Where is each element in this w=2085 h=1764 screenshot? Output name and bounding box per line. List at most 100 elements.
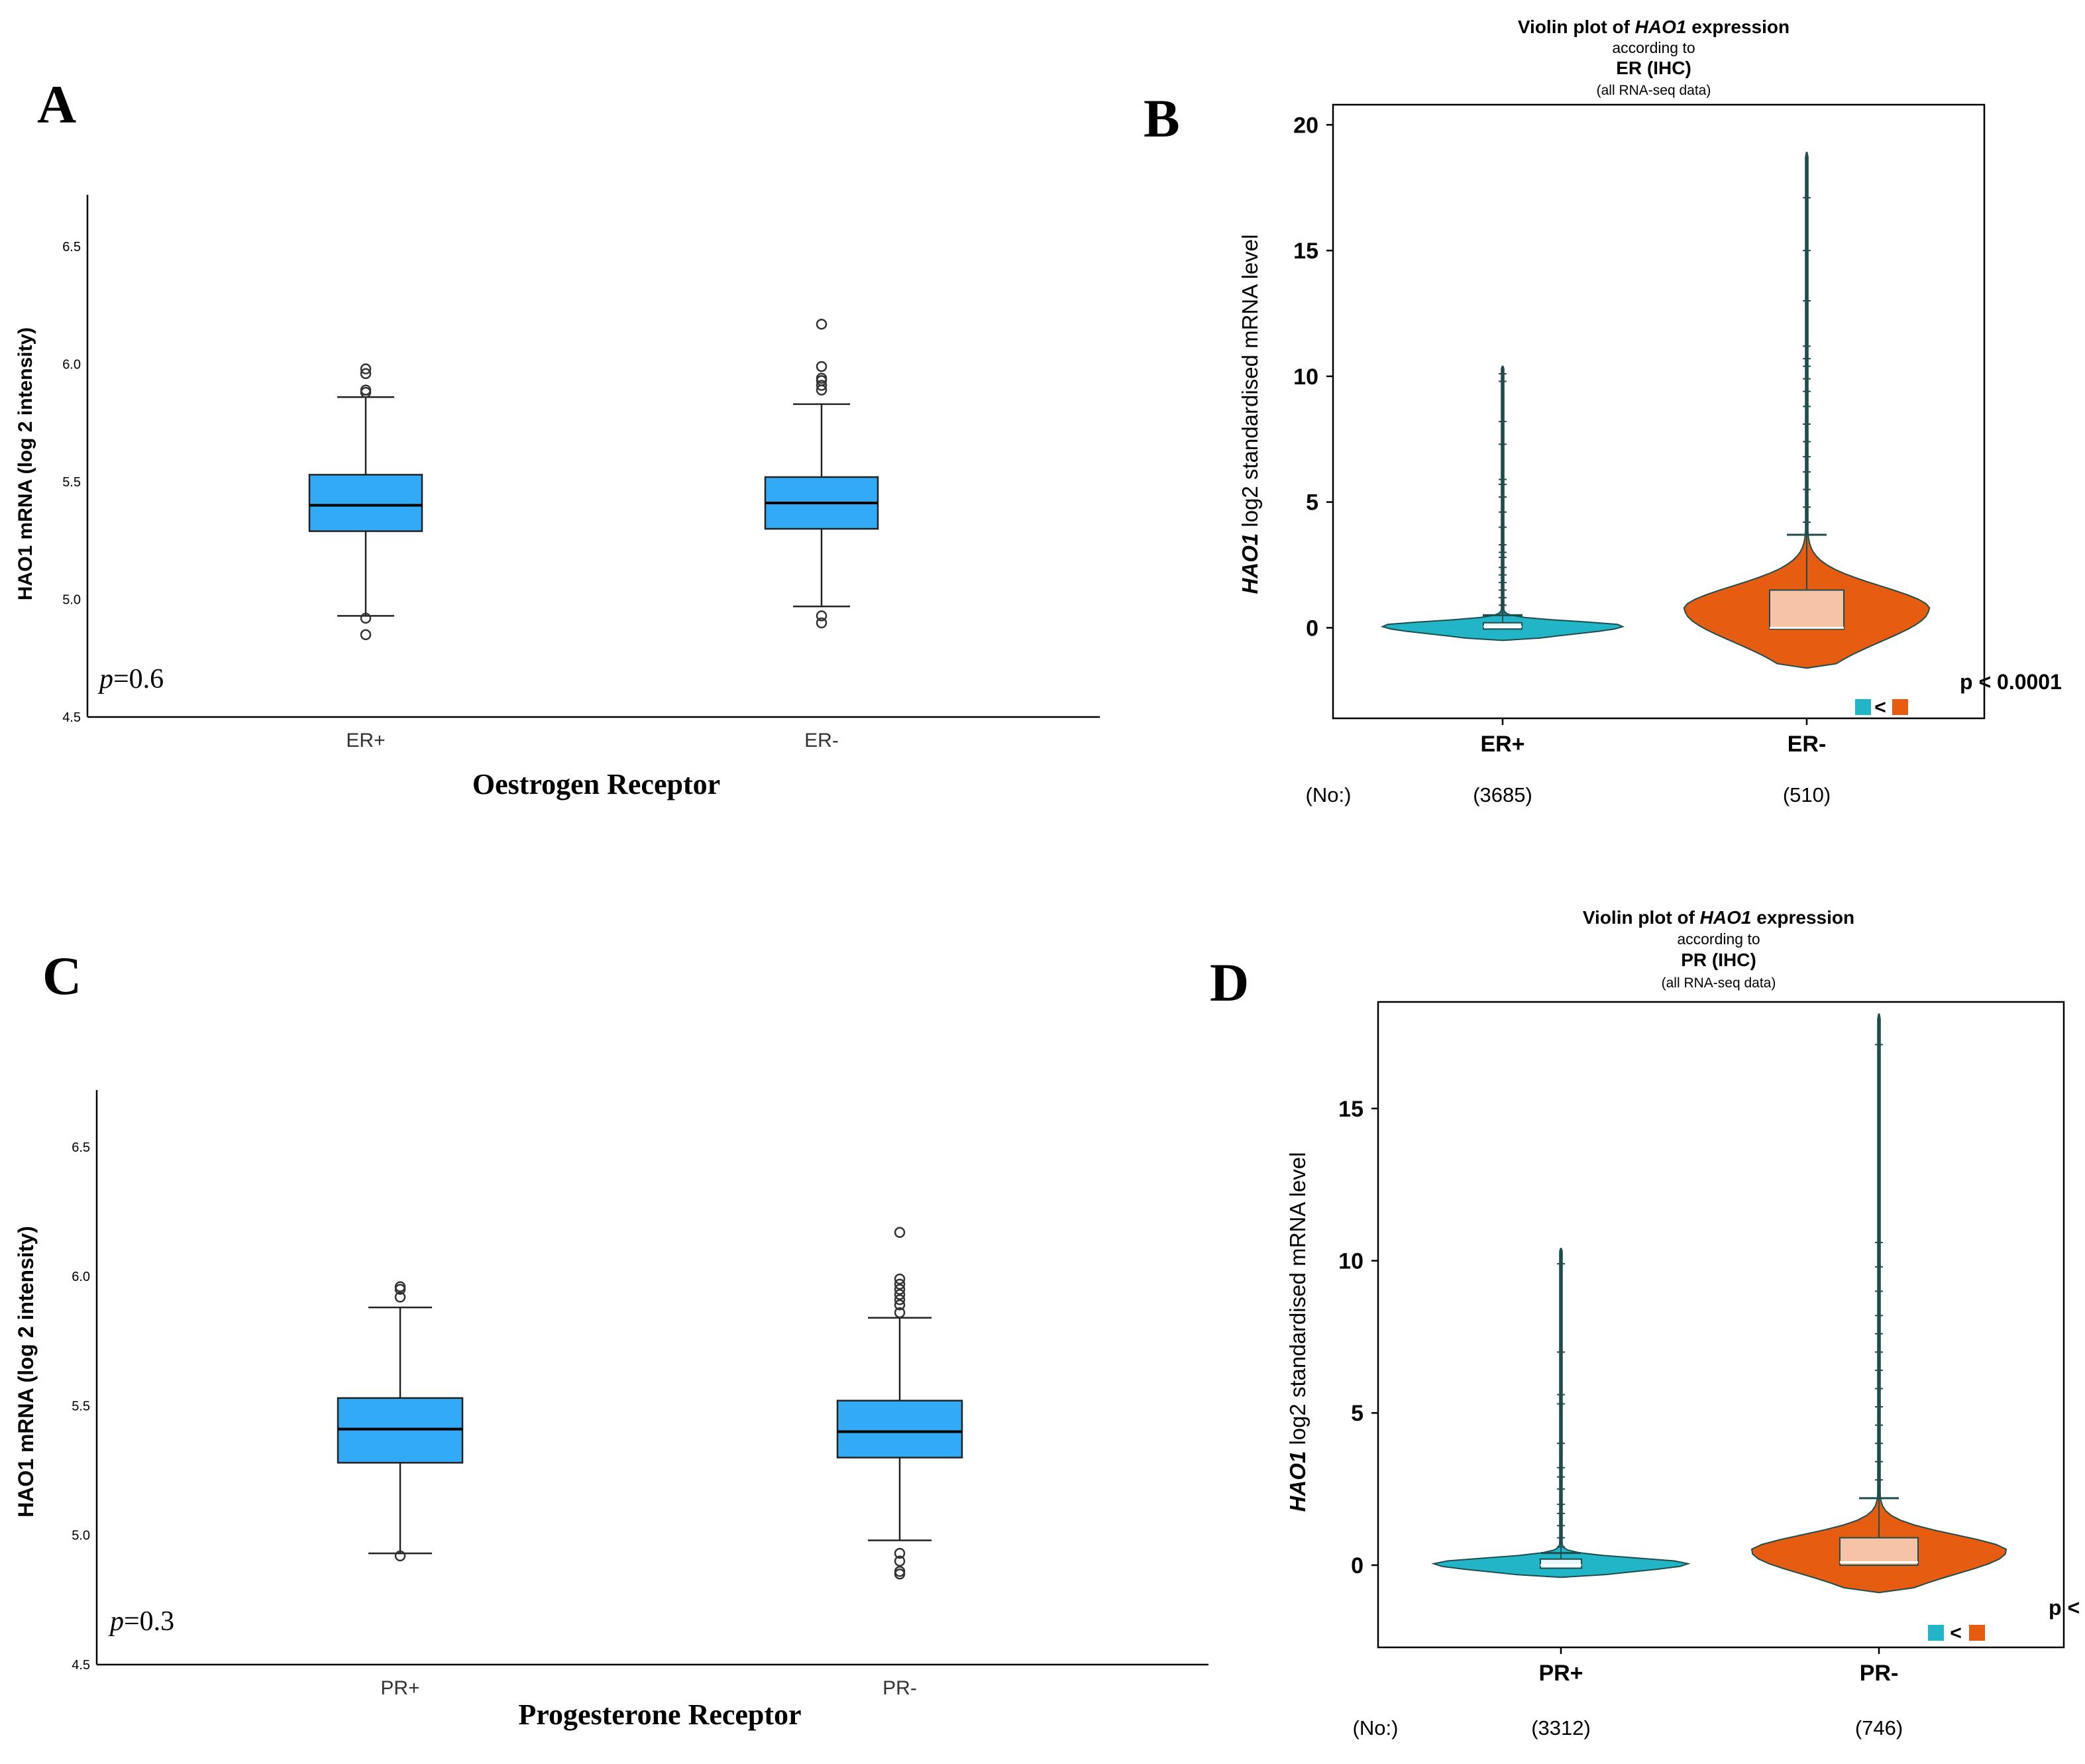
panel-d-count-label: (No:) [1353,1716,1399,1739]
panel-d-prneg-outlier-point [1875,1262,1883,1271]
panel-d-prpos-outlier-point [1557,1472,1565,1481]
panel-b-erneg-outlier-point [1803,297,1811,305]
panel-c-prpos-outlier [394,1292,406,1303]
panel-b-erpos-outlier-point [1499,475,1507,484]
panel-d-prpos-outlier-point [1557,1509,1565,1517]
panel-c-prneg-outlier [894,1299,906,1311]
panel-d-prpos-outlier-point [1557,1543,1565,1551]
panel-a-y-tick-label: 6.5 [62,240,81,254]
panel-d-y-tick-label: 10 [1338,1249,1363,1274]
panel-b-erneg-outlier-point [1803,503,1811,512]
panel-label-c: C [42,946,81,1006]
panel-d-title: Violin plot of HAO1 expression [1583,907,1854,928]
panel-b-ylabel-rest: log2 standardised mRNA level [1238,235,1262,533]
panel-b-erpos-outlier-point [1499,417,1507,426]
panel-b-p-value: p < 0.0001 [1960,670,2062,694]
panel-c-prneg-outlier [894,1566,906,1577]
panel-d-y-axis-label: HAO1 log2 standardised mRNA level [1285,1152,1310,1512]
panel-a-erpos-outlier [360,384,372,396]
panel-d-p-value: p < 0.0001 [2049,1596,2085,1620]
panel-a-erpos-outlier [360,612,372,624]
panel-d-prneg-box [1839,1537,1919,1566]
panel-a-p-symbol: p [97,664,113,694]
panel-b-plot-frame [1332,103,1986,720]
panel-c-y-tick-label: 5.5 [72,1399,90,1413]
panel-d-y-tick-label: 0 [1351,1553,1363,1578]
panel-d-prneg-outlier-point [1875,1238,1883,1246]
panel-b-erpos-outlier-point [1499,493,1507,502]
panel-d-prneg-outlier-point [1875,1287,1883,1295]
panel-d-prneg-outlier-point [1875,1403,1883,1411]
panel-d-prneg-outlier-point [1875,1421,1883,1429]
panel-b-legend-symbol: < [1874,696,1886,718]
panel-d-title-lead: Violin plot of [1583,907,1700,928]
panel-d-legend-teal-swatch [1928,1625,1944,1641]
panel-a-erneg-outlier [816,318,828,330]
panel-b-y-tick-label: 15 [1293,239,1318,264]
panel-b-erneg-outlier-point [1803,247,1811,255]
panel-a-erpos-box [308,474,423,532]
panel-a-erneg-outlier [816,372,828,384]
panel-d-y-tick-label: 5 [1351,1401,1363,1426]
panel-b-title-tail: expression [1686,17,1790,37]
panel-d-prpos-outlier-point [1557,1400,1565,1408]
panel-d-ylabel-gene: HAO1 [1285,1451,1310,1512]
panel-b-y-tick-label: 20 [1293,113,1318,138]
panel-c-prneg-outlier [894,1227,906,1239]
panel-d-prpos-outlier-point [1557,1390,1565,1399]
panel-d-y-tick-label: 15 [1338,1097,1363,1122]
panel-b-erneg-outlier-point [1803,453,1811,461]
panel-a-erpos-outlier [360,368,372,380]
panel-d-grouping: PR (IHC) [1681,950,1756,970]
panel-d-prneg-x-tick-label: PR- [1860,1661,1899,1686]
panel-d-legend-symbol: < [1950,1622,1962,1644]
panel-d-prneg-outlier-point [1875,1457,1883,1466]
panel-b-erpos-outlier-point [1499,563,1507,572]
panel-d-prpos-outlier-point [1557,1463,1565,1472]
panel-a-y-tick-label: 5.0 [62,593,81,608]
panel-c-p-symbol: p [108,1606,124,1637]
panel-d-prpos-outlier-point [1557,1500,1565,1509]
panel-b-erneg-count: (510) [1783,783,1831,806]
panel-c-prneg-outlier [894,1278,906,1290]
panel-d-prneg-count: (746) [1855,1716,1903,1739]
panel-c-prneg-outlier [894,1307,906,1319]
panel-c-x-axis-label: Progesterone Receptor [518,1698,801,1731]
panel-d-prneg-outlier-point [1875,1384,1883,1393]
panel-b-erneg-box [1769,589,1844,630]
panel-c-prneg-outlier [894,1273,906,1285]
panel-b-erpos-outlier-point [1499,579,1507,587]
panel-b-erneg-outlier-point [1803,468,1811,476]
panel-b-y-tick-label: 0 [1306,616,1318,641]
panel-a-erneg-outlier [816,360,828,372]
panel-c-prneg-outlier [894,1547,906,1559]
panel-c-p-value: =0.3 [124,1606,174,1637]
panel-a-erneg-x-tick-label: ER- [804,730,839,751]
panel-b-ylabel-gene: HAO1 [1238,533,1262,594]
panel-a-y-tick-label: 6.0 [62,358,81,372]
panel-d-prneg-outlier-point [1875,1311,1883,1320]
panel-d-legend-orange-swatch [1969,1625,1985,1641]
panel-b-title-gene: HAO1 [1635,17,1687,37]
panel-b-erpos-outlier-point [1499,377,1507,386]
panel-a-erpos-outlier [360,629,372,641]
panel-b-erneg-outlier-point [1803,374,1811,383]
panel-label-a: A [37,74,76,135]
panel-a-erpos-x-tick-label: ER+ [346,730,385,751]
panel-a-erneg-outlier [816,617,828,629]
panel-d-prpos-count: (3312) [1531,1716,1591,1739]
panel-c-y-axis-label: HAO1 mRNA (log 2 intensity) [14,1226,38,1517]
panel-c-prneg-outlier [894,1289,906,1300]
panel-b-erneg-outlier-point [1803,193,1811,202]
panel-d-subtitle: according to [1677,930,1760,948]
panel-b-erneg-outlier-point [1803,387,1811,396]
panel-c-y-tick-label: 4.5 [72,1658,90,1673]
panel-a-y-axis-label: HAO1 mRNA (log 2 intensity) [15,327,36,600]
panel-c-prpos-x-tick-label: PR+ [380,1677,419,1699]
panel-b-erneg-outlier-point [1803,362,1811,370]
panel-b-erpos-outlier-point [1499,608,1507,617]
panel-b-erpos-outlier-point [1499,508,1507,516]
panel-d-ylabel-rest: log2 standardised mRNA level [1285,1152,1310,1451]
panel-a-p-value: =0.6 [113,664,164,694]
